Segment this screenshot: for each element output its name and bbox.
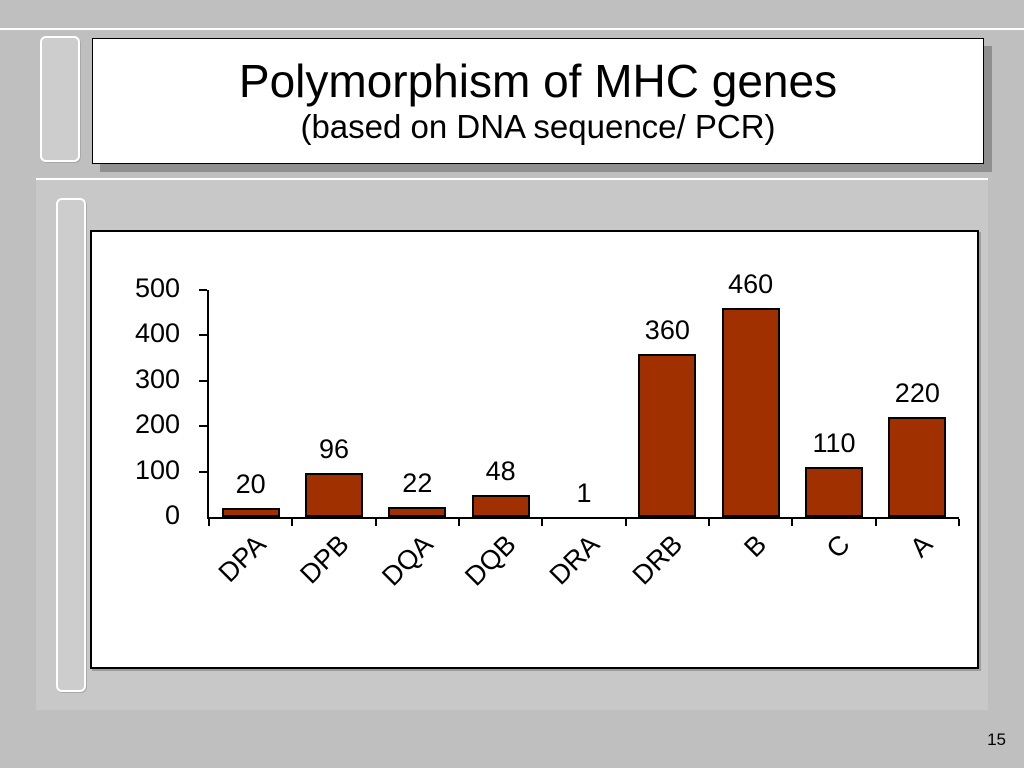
y-axis-labels: 0 100 200 300 400 500 [92,273,196,530]
y-tick-mark [199,379,207,382]
x-tick-mark [291,519,294,526]
y-tick-mark [199,425,207,428]
bar-value-label: 360 [644,315,690,345]
bar-chart: 0 100 200 300 400 500 20 DPA 96 DPB 22 DQA 48 DQB 1 DR… [90,230,979,669]
y-tick-label: 100 [134,454,180,485]
y-tick-label: 300 [134,363,180,394]
plot-area: 20 DPA 96 DPB 22 DQA 48 DQB 1 DRA 360 DRB 460 B 110 C 22… [199,269,960,592]
bar [888,417,947,517]
category-label: DQA [375,529,439,592]
bar-value-label: 460 [728,269,774,299]
y-tick-label: 500 [134,272,180,303]
bar-value-label: 96 [318,434,350,464]
y-tick-label: 200 [134,409,180,440]
slide-title: Polymorphism of MHC genes [238,54,838,107]
category-label: DRA [543,529,606,591]
category-label: DPA [212,529,272,589]
x-tick-mark [624,519,627,526]
title-box: Polymorphism of MHC genes (based on DNA … [92,38,984,164]
top-divider-line [0,28,1024,30]
left-body-decoration [56,198,86,692]
x-tick-mark [874,519,877,526]
bar [638,354,697,517]
bar [471,495,530,517]
left-title-decoration [40,36,80,162]
x-tick-mark [791,519,794,526]
bar-value-label: 20 [235,469,266,499]
category-label: DQB [459,529,522,592]
category-label: A [904,529,939,563]
x-tick-mark [708,519,710,526]
bar [304,473,364,517]
y-tick-mark [199,470,207,473]
bar-value-label: 220 [894,378,940,408]
y-tick-label: 0 [164,499,180,530]
category-label: C [820,529,856,565]
x-tick-mark [208,519,210,526]
bar [721,308,780,517]
y-tick-mark [199,334,207,337]
category-label: B [737,529,772,563]
bar [221,508,280,517]
y-tick-mark [199,289,207,291]
category-label: DPB [294,529,356,590]
page-number: 15 [987,730,1006,749]
x-tick-mark [541,519,544,526]
bar-value-label: 22 [402,468,433,498]
bar [804,467,864,517]
x-tick-mark [374,519,377,526]
slide-subtitle: (based on DNA sequence/ PCR) [300,107,776,145]
y-tick-label: 400 [134,318,180,349]
x-tick-mark [958,519,960,526]
bar-value-label: 1 [576,478,592,508]
category-label: DRB [627,529,689,591]
bar [388,507,447,517]
bar-value-label: 110 [812,428,856,458]
bar-value-label: 48 [485,456,516,486]
x-tick-mark [458,519,460,526]
